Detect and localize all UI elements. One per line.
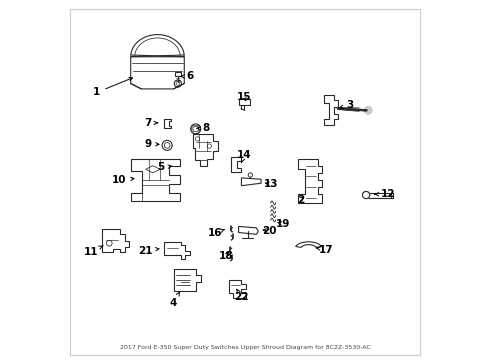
Circle shape [363,192,369,199]
Text: 8: 8 [196,123,209,133]
Text: 21: 21 [138,246,159,256]
Text: 22: 22 [234,289,249,302]
Text: 12: 12 [375,189,395,199]
Text: 2: 2 [297,195,304,204]
Text: 17: 17 [316,245,334,255]
Text: 3: 3 [340,100,354,110]
Text: 2017 Ford E-350 Super Duty Switches Upper Shroud Diagram for 8C2Z-3530-AC: 2017 Ford E-350 Super Duty Switches Uppe… [120,345,370,350]
Text: 6: 6 [180,71,193,81]
Text: 11: 11 [83,246,103,257]
Text: 7: 7 [144,118,157,128]
Text: 9: 9 [144,139,159,149]
Text: 13: 13 [264,179,278,189]
Text: 10: 10 [112,175,134,185]
Text: 14: 14 [237,150,251,163]
Text: 20: 20 [262,226,276,236]
Circle shape [365,107,372,114]
Text: 19: 19 [275,219,290,229]
Text: 4: 4 [169,292,179,308]
Text: 16: 16 [207,228,225,238]
Text: 5: 5 [157,162,171,172]
Text: 1: 1 [93,78,132,98]
Text: 15: 15 [237,92,251,102]
Text: 18: 18 [219,251,234,261]
